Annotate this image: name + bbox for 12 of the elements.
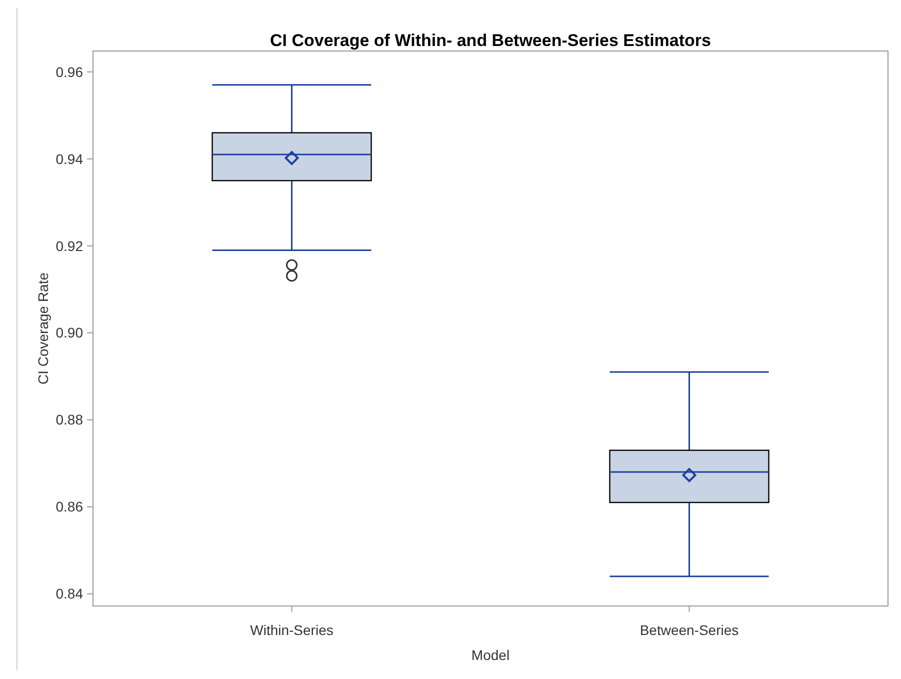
x-tick-label: Within-Series	[250, 622, 334, 638]
y-tick-label: 0.86	[56, 498, 84, 515]
y-tick-label: 0.94	[56, 150, 84, 167]
y-tick-label: 0.90	[56, 324, 84, 341]
chart-title: CI Coverage of Within- and Between-Series Estimators	[270, 31, 711, 50]
x-tick-label: Between-Series	[640, 622, 739, 638]
y-tick-label: 0.96	[56, 64, 84, 80]
y-tick-label: 0.92	[56, 238, 84, 254]
x-axis-title: Model	[471, 647, 510, 663]
y-tick-label: 0.88	[56, 412, 84, 428]
y-tick-label: 0.84	[56, 586, 84, 602]
y-axis-title: CI Coverage Rate	[35, 272, 51, 385]
